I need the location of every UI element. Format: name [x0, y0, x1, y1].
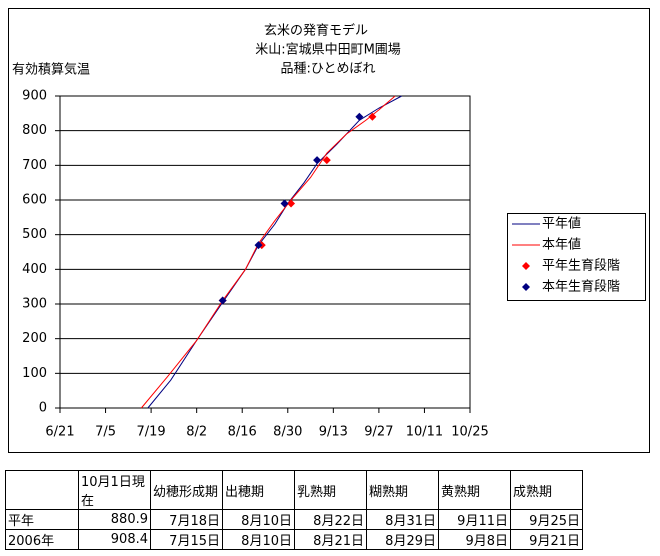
stage-point: [368, 112, 377, 121]
x-tick-label: 10/11: [406, 425, 443, 440]
stage-point: [218, 296, 227, 305]
table-cell: 黄熟期: [438, 470, 511, 510]
stage-point: [313, 156, 322, 165]
x-tick-label: 9/13: [319, 425, 348, 440]
table-cell: 7月18日: [150, 509, 223, 530]
table-cell: 幼穂形成期: [150, 470, 223, 510]
table-cell: 平年: [5, 509, 79, 530]
chart-title: 品種:ひとめぼれ: [281, 61, 376, 77]
table-cell: 8月22日: [294, 509, 367, 530]
y-tick-label: 800: [22, 123, 47, 138]
y-tick-label: 300: [22, 297, 47, 312]
y-tick-label: 700: [22, 158, 47, 173]
y-tick-label: 600: [22, 193, 47, 208]
x-tick-label: 7/5: [95, 425, 116, 440]
table-cell: 8月29日: [366, 529, 439, 550]
legend-label: 本年値: [542, 237, 581, 253]
stage-point: [280, 199, 289, 208]
table-cell: 8月31日: [366, 509, 439, 530]
x-tick-label: 8/16: [228, 425, 257, 440]
x-tick-label: 8/2: [186, 425, 207, 440]
y-tick-label: 200: [22, 331, 47, 346]
table-cell: 成熟期: [510, 470, 583, 510]
table-cell: 10月1日現在: [78, 470, 151, 510]
series-line: [140, 95, 396, 409]
table-cell: 8月10日: [222, 529, 295, 550]
table-cell: 7月15日: [150, 529, 223, 550]
table-cell: 9月11日: [438, 509, 511, 530]
y-axis-label: 有効積算気温: [12, 62, 90, 78]
x-tick-label: 10/25: [451, 425, 488, 440]
x-tick-label: 9/27: [364, 425, 393, 440]
x-tick-label: 8/30: [273, 425, 302, 440]
table-cell: 8月10日: [222, 509, 295, 530]
table-cell: 9月25日: [510, 509, 583, 530]
legend-swatch: [522, 283, 530, 291]
table-cell: 2006年: [5, 529, 79, 550]
chart-title: 玄米の発育モデル: [264, 23, 368, 39]
legend-frame: [507, 213, 646, 301]
table-cell: 908.4: [78, 529, 151, 550]
legend-swatch: [522, 262, 530, 270]
y-tick-label: 100: [22, 366, 47, 381]
table-cell: 8月21日: [294, 529, 367, 550]
table-cell: 880.9: [78, 509, 151, 530]
chart: 玄米の発育モデル 米山:宮城県中田町M圃場 品種:ひとめぼれ 有効積算気温 0 1…: [8, 8, 650, 453]
y-tick-label: 0: [39, 401, 47, 416]
table-row: 平年 880.9 7月18日 8月10日 8月22日 8月31日 9月11日 9月25日: [5, 509, 583, 530]
stage-point: [287, 199, 296, 208]
table-cell: 出穂期: [222, 470, 295, 510]
y-tick-label: 500: [22, 227, 47, 242]
table-cell: 9月21日: [510, 529, 583, 550]
stage-point: [355, 112, 364, 121]
chart-title: 米山:宮城県中田町M圃場: [255, 42, 401, 58]
y-tick-label: 400: [22, 262, 47, 277]
table-header: 10月1日現在 幼穂形成期 出穂期 乳熟期 糊熟期 黄熟期 成熟期: [5, 470, 583, 510]
legend-label: 本年生育段階: [542, 279, 620, 295]
table-cell: [5, 470, 79, 510]
x-tick-label: 6/21: [45, 425, 74, 440]
stage-point: [254, 241, 263, 250]
stage-point: [322, 156, 331, 165]
x-tick-label: 7/19: [137, 425, 166, 440]
stage-table: 10月1日現在 幼穂形成期 出穂期 乳熟期 糊熟期 黄熟期 成熟期 平年 880.9 7月18日 8…: [5, 470, 583, 550]
legend-label: 平年生育段階: [542, 258, 620, 274]
legend-label: 平年値: [542, 216, 581, 232]
table-cell: 糊熟期: [366, 470, 439, 510]
y-tick-label: 900: [22, 89, 47, 104]
table-row: 2006年 908.4 7月15日 8月10日 8月21日 8月29日 9月8日 9月21日: [5, 529, 583, 550]
plot-area: [59, 95, 471, 409]
table-cell: 乳熟期: [294, 470, 367, 510]
table-cell: 9月8日: [438, 529, 511, 550]
